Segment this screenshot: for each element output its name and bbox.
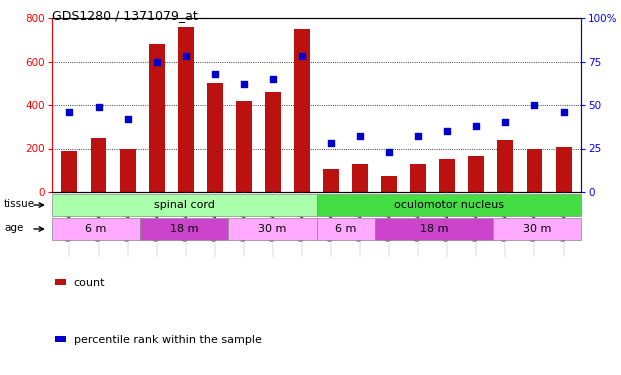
Bar <box>61 151 78 192</box>
Point <box>65 109 75 115</box>
Bar <box>52 218 140 240</box>
Text: GSM74336: GSM74336 <box>414 195 423 241</box>
Text: GSM74349: GSM74349 <box>268 195 278 241</box>
Bar <box>120 148 135 192</box>
Point <box>268 76 278 82</box>
Point <box>152 58 161 64</box>
Text: spinal cord: spinal cord <box>154 200 215 210</box>
Text: tissue: tissue <box>4 199 35 209</box>
Bar <box>439 159 455 192</box>
Bar <box>294 29 310 192</box>
Point <box>239 81 249 87</box>
Bar <box>52 194 317 216</box>
Point <box>442 128 452 134</box>
Bar <box>91 138 106 192</box>
Bar <box>527 148 543 192</box>
Bar <box>55 279 66 285</box>
Bar <box>178 27 194 192</box>
Text: 30 m: 30 m <box>523 224 551 234</box>
Text: 6 m: 6 m <box>335 224 356 234</box>
Bar <box>410 164 426 192</box>
Text: oculomotor nucleus: oculomotor nucleus <box>394 200 504 210</box>
Text: GSM74346: GSM74346 <box>181 195 190 241</box>
Point <box>297 53 307 59</box>
Text: GSM74345: GSM74345 <box>152 195 161 241</box>
Text: 6 m: 6 m <box>86 224 107 234</box>
Text: GDS1280 / 1371079_at: GDS1280 / 1371079_at <box>52 9 197 22</box>
Text: 18 m: 18 m <box>170 224 199 234</box>
Bar <box>375 218 493 240</box>
Text: GSM74340: GSM74340 <box>530 195 539 241</box>
Point <box>530 102 540 108</box>
Point <box>122 116 132 122</box>
Point <box>384 149 394 155</box>
Text: GSM74337: GSM74337 <box>443 195 452 241</box>
Point <box>210 70 220 76</box>
Text: GSM74347: GSM74347 <box>211 195 219 241</box>
Bar <box>317 218 375 240</box>
Point <box>559 109 569 115</box>
Text: 30 m: 30 m <box>258 224 287 234</box>
Text: percentile rank within the sample: percentile rank within the sample <box>74 335 261 345</box>
Bar <box>207 83 223 192</box>
Bar <box>493 218 581 240</box>
Point <box>471 123 481 129</box>
Bar <box>236 100 252 192</box>
Text: 18 m: 18 m <box>420 224 448 234</box>
Text: GSM74335: GSM74335 <box>384 195 394 241</box>
Bar <box>148 44 165 192</box>
Point <box>326 140 336 146</box>
Bar <box>556 147 571 192</box>
Bar <box>229 218 317 240</box>
Text: GSM74334: GSM74334 <box>356 195 365 241</box>
Text: GSM74342: GSM74342 <box>65 195 74 241</box>
Point <box>181 53 191 59</box>
Bar <box>55 336 66 342</box>
Bar <box>381 176 397 192</box>
Bar <box>317 194 581 216</box>
Text: GSM74343: GSM74343 <box>94 195 103 241</box>
Text: GSM74333: GSM74333 <box>327 195 335 241</box>
Point <box>413 134 423 140</box>
Text: GSM74338: GSM74338 <box>472 195 481 241</box>
Bar <box>497 140 514 192</box>
Text: GSM74341: GSM74341 <box>559 195 568 241</box>
Text: GSM74350: GSM74350 <box>297 195 307 241</box>
Point <box>501 119 510 125</box>
Text: GSM74348: GSM74348 <box>239 195 248 241</box>
Text: GSM74339: GSM74339 <box>501 195 510 241</box>
Text: age: age <box>4 223 24 233</box>
Bar <box>468 156 484 192</box>
Point <box>94 104 104 110</box>
Bar <box>352 164 368 192</box>
Text: count: count <box>74 278 105 288</box>
Bar <box>265 92 281 192</box>
Text: GSM74344: GSM74344 <box>123 195 132 241</box>
Bar <box>140 218 229 240</box>
Bar <box>323 169 339 192</box>
Point <box>355 134 365 140</box>
